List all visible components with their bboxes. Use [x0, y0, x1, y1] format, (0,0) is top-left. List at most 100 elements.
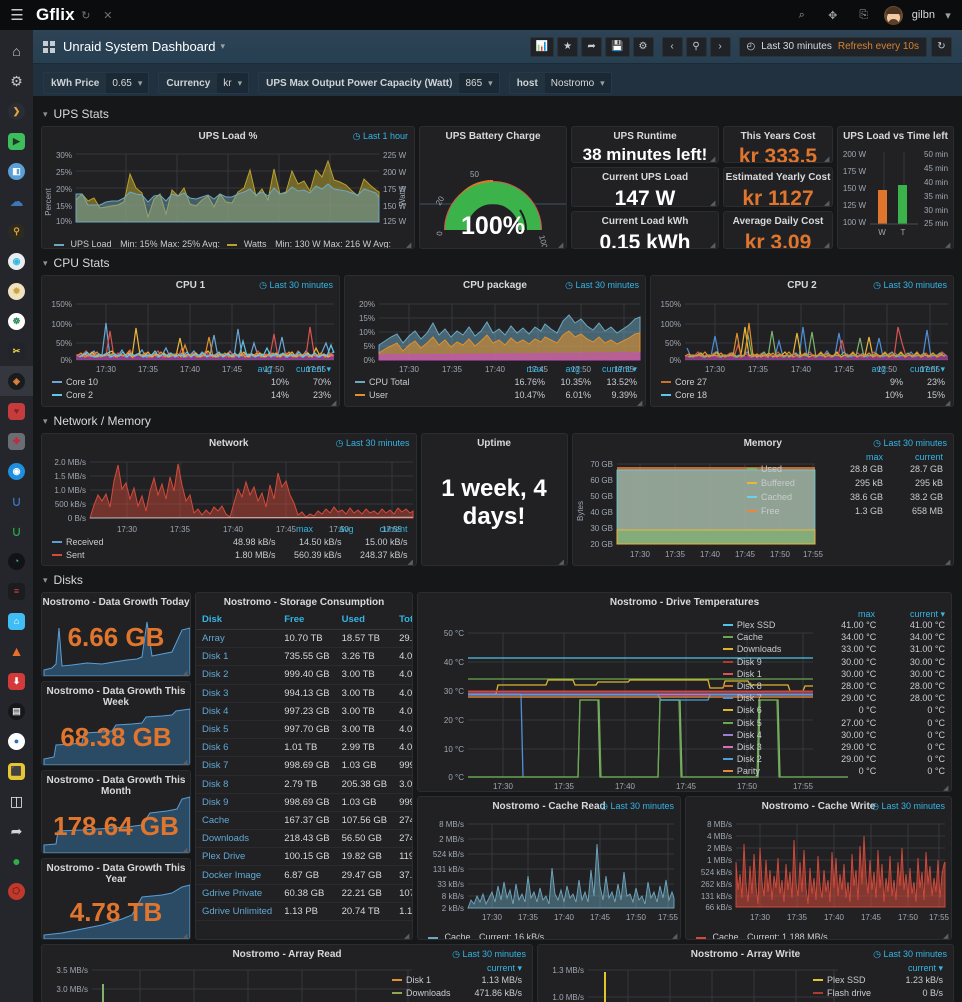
add-panel-button[interactable]: 📊 — [529, 36, 555, 57]
rail-item-water-drop[interactable]: ● — [0, 726, 33, 756]
panel-cache-read[interactable]: Nostromo - Cache Read ◷ Last 30 minutes … — [417, 796, 681, 940]
panel-time-range[interactable]: ◷ Last 1 hour — [352, 131, 408, 141]
title-chevron-down-icon[interactable]: ▾ — [220, 41, 225, 51]
copy-icon[interactable]: ⎘ — [859, 8, 869, 21]
legend-item[interactable]: Disk 6 0 °C 0 °C — [723, 704, 945, 716]
panel-ups-runtime[interactable]: UPS Runtime 38 minutes left! ◢ — [571, 126, 719, 164]
legend-item[interactable]: Watts Min: 130 W Max: 216 W Avg: 162 W — [227, 239, 406, 248]
legend-item[interactable]: Sent 1.80 MB/s 560.39 kB/s 248.37 kB/s — [52, 550, 408, 560]
column-header[interactable]: Disk — [196, 610, 279, 630]
time-forward-button[interactable]: › — [709, 36, 731, 57]
panel-cpu-1[interactable]: CPU 1 ◷ Last 30 minutes 150% 100% 50% 0% — [41, 275, 340, 407]
rail-item-lazy-librarian[interactable]: ▤ — [0, 696, 33, 726]
rail-item-ombi[interactable]: ◧ — [0, 156, 33, 186]
panel-resize-handle[interactable]: ◢ — [407, 559, 413, 566]
panel-time-range[interactable]: ◷ Last 30 minutes — [873, 280, 947, 290]
legend-item[interactable]: Plex SSD 41.00 °C 41.00 °C — [723, 619, 945, 631]
variable-value[interactable]: 0.65 ▾ — [112, 77, 143, 89]
rail-item-redhat[interactable]: ⭔ — [0, 876, 33, 906]
rail-item-blue-eye[interactable]: ◉ — [0, 456, 33, 486]
search-icon[interactable]: ⌕ — [798, 8, 805, 21]
panel-array-read[interactable]: Nostromo - Array Read ◷ Last 30 minutes … — [41, 944, 533, 1002]
panel-cache-write[interactable]: Nostromo - Cache Write ◷ Last 30 minutes… — [685, 796, 952, 940]
legend-item[interactable]: UPS Load Min: 15% Max: 25% Avg: 19% — [54, 239, 227, 248]
legend-item[interactable]: Disk 8 28.00 °C 28.00 °C — [723, 680, 945, 692]
variable-kwh-price[interactable]: kWh Price 0.65 ▾ — [43, 72, 150, 94]
legend-item[interactable]: Cache 34.00 °C 34.00 °C — [723, 631, 945, 643]
legend-item[interactable]: Disk 5 27.00 °C 0 °C — [723, 717, 945, 729]
panel-resize-handle[interactable]: ◢ — [637, 400, 643, 407]
legend-item[interactable]: Core 18 10% 15% — [661, 390, 945, 400]
panel-growth-today[interactable]: Nostromo - Data Growth Today 6.66 GB ◢ — [41, 592, 191, 677]
rail-item-settings[interactable]: ⚙ — [0, 66, 33, 96]
panel-time-range[interactable]: ◷ Last 30 minutes — [873, 949, 947, 959]
menu-icon[interactable]: ☰ — [10, 7, 24, 24]
rail-item-radarr[interactable]: ✹ — [0, 276, 33, 306]
reload-icon[interactable]: ↻ — [81, 9, 91, 22]
panel-storage-consumption[interactable]: Nostromo - Storage Consumption Disk Free U… — [195, 592, 413, 940]
legend-item[interactable]: Buffered 295 kB 295 kB — [746, 478, 943, 488]
panel-resize-handle[interactable]: ◢ — [182, 758, 188, 766]
time-back-button[interactable]: ‹ — [661, 36, 683, 57]
legend-item[interactable]: Used 28.8 GB 28.7 GB — [746, 464, 943, 474]
column-header[interactable]: Used — [335, 610, 394, 630]
legend-item[interactable]: Cached 38.6 GB 38.2 GB — [746, 492, 943, 502]
row-header-disks[interactable]: ▾ Disks — [43, 570, 954, 590]
panel-estimated-yearly-cost[interactable]: Estimated Yearly Cost kr 1127 ◢ — [723, 167, 833, 207]
save-button[interactable]: 💾 — [605, 36, 630, 57]
panel-resize-handle[interactable]: ◢ — [182, 847, 188, 855]
panel-time-range[interactable]: ◷ Last 30 minutes — [452, 949, 526, 959]
panel-growth-year[interactable]: Nostromo - Data Growth This Year 4.78 TB… — [41, 858, 191, 940]
rail-item-sonarr[interactable]: ◉ — [0, 246, 33, 276]
table-row[interactable]: Disk 61.01 TB2.99 TB4.00 TB — [196, 738, 412, 758]
panel-ups-load-vs-time-left[interactable]: UPS Load vs Time left 200 W 175 W 150 W … — [837, 126, 954, 249]
panel-time-range[interactable]: ◷ Last 30 minutes — [565, 280, 639, 290]
rail-item-grafana[interactable]: ◈ — [0, 366, 33, 396]
panel-resize-handle[interactable]: ◢ — [558, 242, 564, 249]
rail-item-nzbget[interactable]: ❯ — [0, 96, 33, 126]
rail-item-gitlab[interactable]: ▲ — [0, 636, 33, 666]
panel-ups-battery-charge[interactable]: UPS Battery Charge 50 20 0 100 100% ◢ — [419, 126, 567, 249]
star-button[interactable]: ★ — [557, 36, 579, 57]
legend-item[interactable]: Disk 9 30.00 °C 30.00 °C — [723, 656, 945, 668]
rail-item-nextcloud[interactable]: ◔ — [0, 546, 33, 576]
panel-resize-handle[interactable]: ◢ — [404, 933, 410, 940]
legend-item[interactable]: Disk 7 29.00 °C 28.00 °C — [723, 692, 945, 704]
rail-item-plex[interactable]: ▶ — [0, 126, 33, 156]
panel-resize-handle[interactable]: ◢ — [331, 400, 337, 407]
column-header[interactable]: Total — [393, 610, 412, 630]
panel-resize-handle[interactable]: ◢ — [182, 669, 188, 677]
rail-item-cloud[interactable]: ☁ — [0, 186, 33, 216]
panel-this-years-cost[interactable]: This Years Cost kr 333.5 ◢ — [723, 126, 833, 164]
panel-resize-handle[interactable]: ◢ — [943, 785, 949, 792]
panel-resize-handle[interactable]: ◢ — [824, 156, 830, 164]
shuffle-icon[interactable]: ✥ — [828, 9, 838, 22]
rail-item-lidarr[interactable]: ☸ — [0, 306, 33, 336]
panel-time-range[interactable]: ◷ Last 30 minutes — [871, 801, 945, 811]
panel-resize-handle[interactable]: ◢ — [710, 199, 716, 207]
chevron-down-icon[interactable]: ▾ — [945, 9, 951, 22]
panel-resize-handle[interactable]: ◢ — [945, 400, 951, 407]
legend-item[interactable]: Disk 1 1.13 MB/s — [392, 975, 522, 985]
rail-item-search-service[interactable]: ⚲ — [0, 216, 33, 246]
legend-item[interactable]: Disk 1 30.00 °C 30.00 °C — [723, 668, 945, 680]
panel-ups-load[interactable]: UPS Load % ◷ Last 1 hour 30% 25% 20% 15%… — [41, 126, 415, 249]
row-header-network-memory[interactable]: ▾ Network / Memory — [43, 411, 954, 431]
legend-item[interactable]: Downloads 471.86 kB/s — [392, 988, 522, 998]
share-button[interactable]: ➦ — [581, 36, 603, 57]
panel-current-load-kwh[interactable]: Current Load kWh 0.15 kWh ◢ — [571, 210, 719, 249]
user-name[interactable]: gilbn — [911, 9, 935, 21]
panel-resize-handle[interactable]: ◢ — [672, 933, 678, 940]
panel-resize-handle[interactable]: ◢ — [558, 559, 564, 566]
legend-item[interactable]: User 10.47% 6.01% 9.39% — [355, 390, 637, 400]
panel-resize-handle[interactable]: ◢ — [710, 156, 716, 164]
legend-item[interactable]: Cache Current: 16 kB/s — [418, 922, 680, 939]
rail-item-home-assistant[interactable]: ⌂ — [0, 606, 33, 636]
